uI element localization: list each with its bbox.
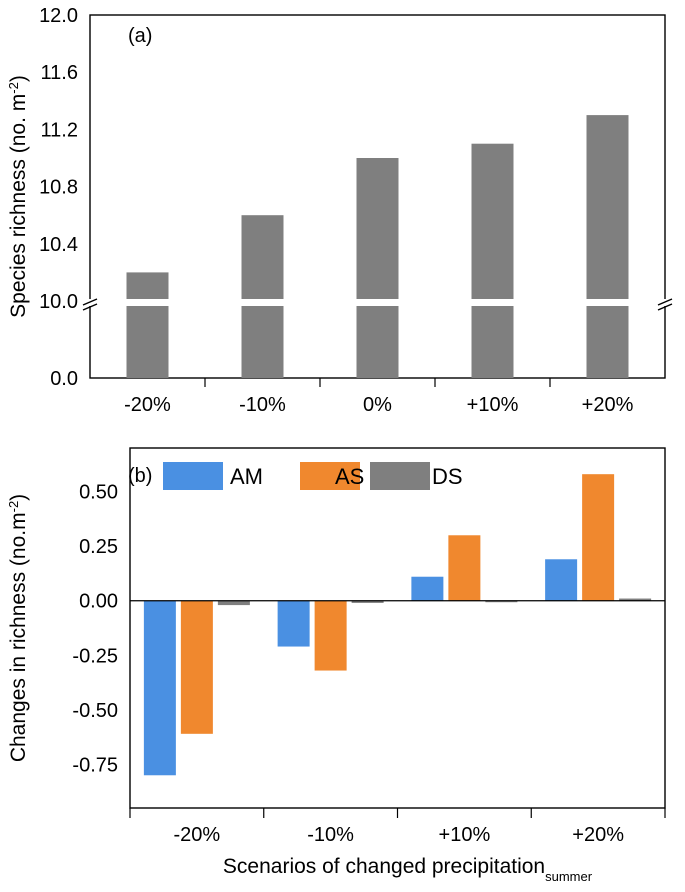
bar-b-am-2: [411, 576, 444, 601]
legend: AM AS DS: [163, 462, 463, 490]
panel-a-axis: -20% -10% 0% +10% +20% 0.0 10.0 10.4 10.8 11.2 11.…: [39, 5, 677, 416]
break-mark-0-top: [82, 298, 98, 306]
panel-a-label: (a): [128, 25, 152, 47]
y-tick-label-a-4: 11.2: [41, 119, 78, 141]
x-tick-label-a-2: 0%: [363, 394, 392, 416]
y-tick-label-a-3: 10.8: [39, 177, 78, 199]
y-tick-label-b-3: 0.00: [79, 591, 118, 613]
bar-b-as-0: [180, 600, 213, 734]
y-tick-label-b-0: -0.75: [72, 754, 118, 776]
y-tick-label-a-5: 11.6: [41, 62, 78, 84]
y-tick-label-b-4: 0.25: [79, 536, 118, 558]
x-tick-label-a-4: +20%: [582, 394, 634, 416]
x-tick-label-a-1: -10%: [239, 394, 286, 416]
panel-a: (a) Species richness (no. m-2) -20% -10% 0…: [6, 5, 677, 416]
y-tick-label-b-2: -0.25: [72, 645, 118, 667]
bar-b-as-1: [314, 600, 347, 671]
axis-break-band: [78, 299, 677, 306]
legend-label-am: AM: [230, 464, 263, 489]
y-tick-label-a-2: 10.4: [39, 234, 78, 256]
break-mark-1-top: [657, 298, 673, 306]
panel-a-y-label-close: ): [7, 75, 30, 82]
panel-b-label: (b): [128, 465, 152, 487]
panel-b: (b) Changes in richness (no.m-2) Scenari…: [6, 447, 666, 884]
bar-b-ds-1: [351, 600, 384, 603]
bar-a-4: [586, 115, 629, 378]
legend-swatch-am: [163, 462, 223, 490]
y-tick-label-a-6: 12.0: [39, 5, 78, 27]
panel-b-y-axis-label: Changes in richness (no.m-2): [6, 494, 31, 762]
y-tick-label-b-5: 0.50: [79, 482, 118, 504]
panel-b-x-label-main: Scenarios of changed precipitation: [223, 855, 545, 878]
panel-a-y-label-sup: -2: [6, 82, 21, 94]
legend-label-ds: DS: [432, 464, 463, 489]
bar-b-as-3: [582, 474, 615, 601]
y-tick-label-a-1: 10.0: [39, 291, 78, 313]
panel-a-y-axis-label: Species richness (no. m-2): [6, 75, 31, 318]
x-tick-label-a-0: -20%: [124, 394, 171, 416]
panel-a-bars: [126, 115, 629, 378]
bar-b-am-0: [143, 600, 176, 776]
bar-a-2: [356, 158, 399, 378]
legend-swatch-ds: [370, 462, 430, 490]
bar-a-0: [126, 272, 169, 378]
bar-b-ds-0: [217, 600, 250, 606]
x-tick-label-b-1: -10%: [307, 824, 354, 846]
break-mark-1-bottom: [657, 303, 673, 311]
panel-b-bars: [143, 474, 652, 776]
bar-b-am-3: [545, 559, 578, 601]
panel-b-x-label-sub: summer: [545, 869, 593, 884]
legend-swatch-as: [300, 462, 360, 490]
x-tick-label-a-3: +10%: [467, 394, 519, 416]
panel-a-y-label-main: Species richness (no. m: [7, 94, 30, 318]
bar-a-1: [241, 215, 284, 378]
x-tick-label-b-2: +10%: [439, 824, 491, 846]
x-tick-label-b-3: +20%: [572, 824, 624, 846]
bar-a-3: [471, 143, 514, 378]
bar-b-as-2: [448, 535, 481, 601]
panel-b-y-label-main: Changes in richness (no.m: [7, 512, 30, 762]
bar-b-ds-3: [619, 598, 652, 601]
bar-b-ds-2: [485, 600, 518, 603]
panel-b-y-label-sup: -2: [6, 501, 21, 513]
break-mark-0-bottom: [82, 303, 98, 311]
panel-b-y-label-close: ): [7, 494, 30, 501]
legend-label-as: AS: [335, 464, 364, 489]
bar-b-am-1: [277, 600, 310, 647]
x-tick-label-b-0: -20%: [174, 824, 221, 846]
y-tick-label-a-0: 0.0: [50, 368, 78, 390]
panel-b-x-axis-label: Scenarios of changed precipitationsummer: [223, 855, 593, 884]
panel-b-axis: -20% -10% +10% +20% -0.75 -0.50 -0.25 0.00 0.25 0…: [72, 482, 666, 846]
y-tick-label-b-1: -0.50: [72, 700, 118, 722]
